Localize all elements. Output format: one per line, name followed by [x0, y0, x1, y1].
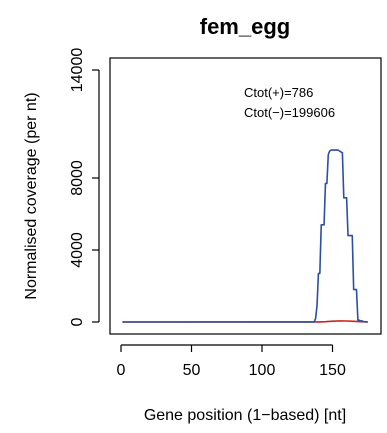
x-tick-label: 100: [249, 362, 276, 379]
series-line-0: [122, 320, 368, 323]
x-axis: 0 50 100 150: [117, 344, 346, 379]
y-axis: 0 4000 8000 14000: [69, 48, 100, 326]
x-tick-label: 0: [117, 362, 126, 379]
y-tick-label: 8000: [69, 160, 86, 196]
x-tick-label: 50: [183, 362, 201, 379]
y-axis-label: Normalised coverage (per nt): [23, 92, 40, 299]
series-layer: [122, 149, 368, 323]
chart-title: fem_egg: [200, 14, 290, 39]
x-axis-label: Gene position (1−based) [nt]: [144, 407, 346, 424]
x-tick-label: 150: [319, 362, 346, 379]
plot-frame: [109, 57, 382, 335]
annotation-plus: Ctot(+)=786: [244, 85, 313, 100]
annotation-minus: Ctot(−)=199606: [244, 105, 335, 120]
y-tick-label: 0: [69, 317, 86, 326]
series-line-1: [122, 149, 368, 323]
y-tick-label: 14000: [69, 48, 86, 93]
y-tick-label: 4000: [69, 232, 86, 268]
